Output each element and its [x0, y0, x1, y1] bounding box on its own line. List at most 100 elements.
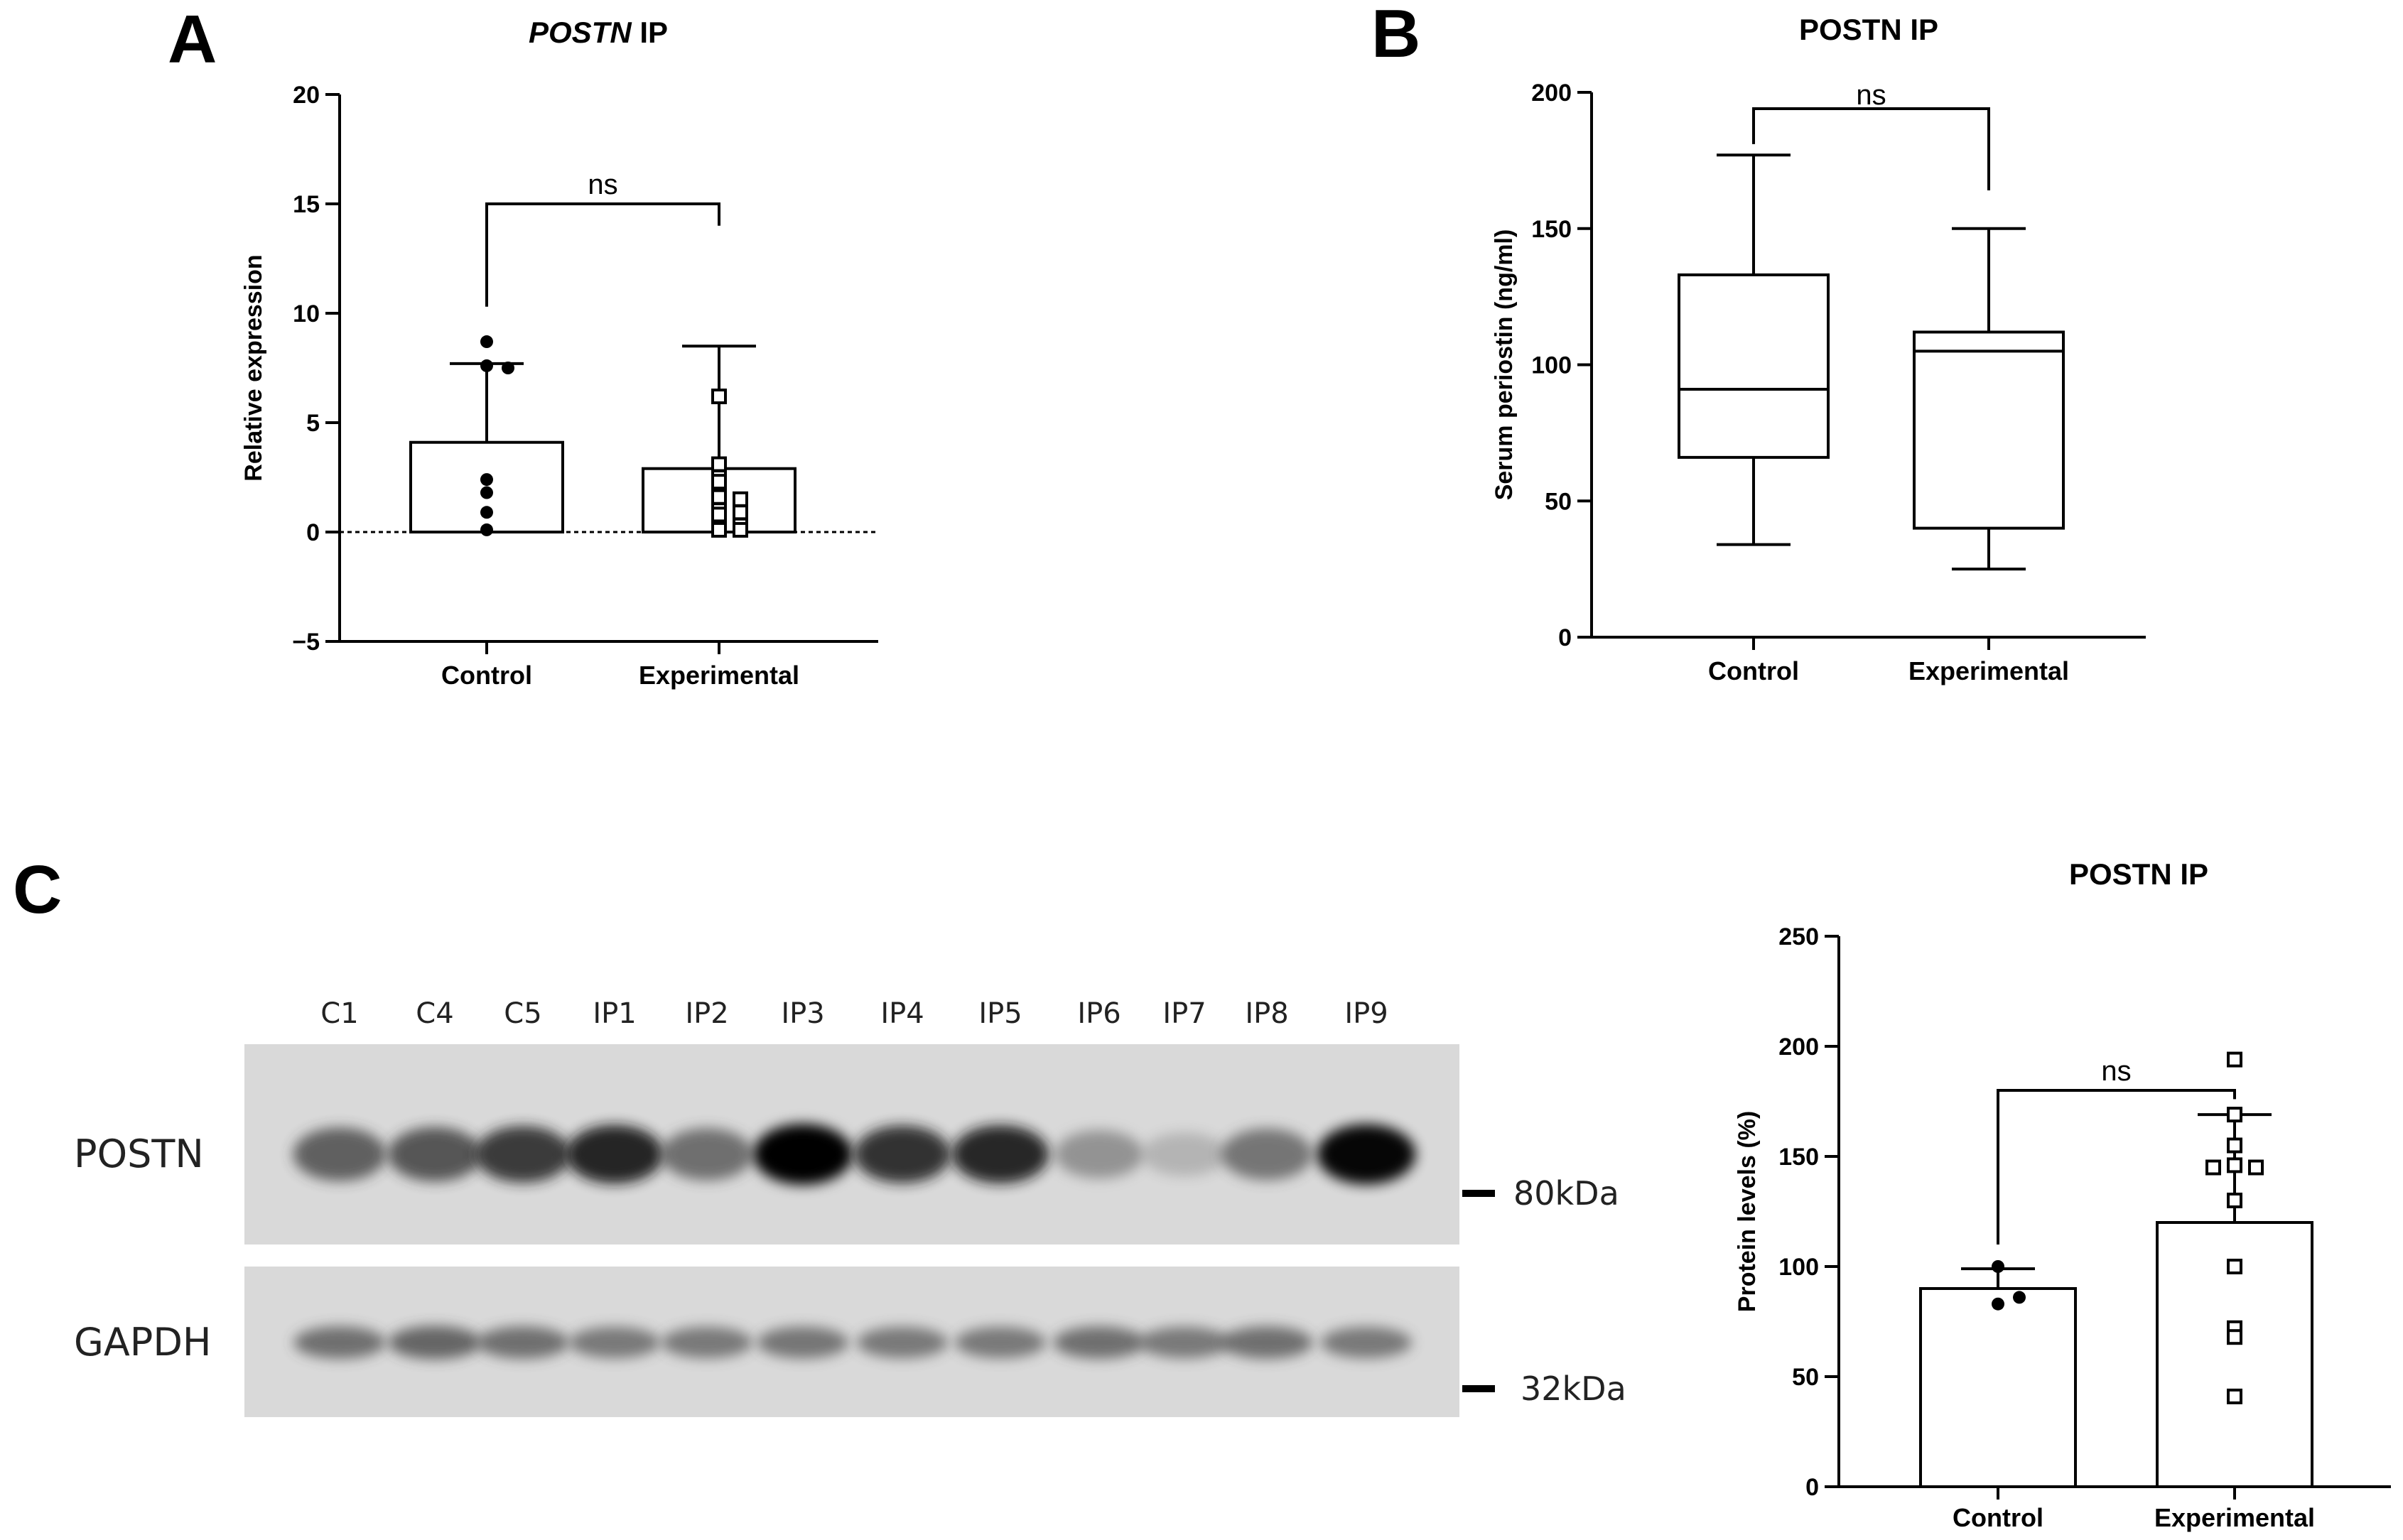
lane-label-ip6: IP6	[1077, 997, 1120, 1030]
panel-a-point	[711, 506, 727, 523]
blot-band-postn-ip8	[1221, 1128, 1313, 1181]
panel-a-point	[711, 389, 727, 405]
blot-band-gapdh-ip9	[1321, 1327, 1412, 1358]
panel-a-point	[711, 521, 727, 538]
lane-label-ip9: IP9	[1344, 997, 1388, 1030]
blot-band-postn-ip6	[1054, 1130, 1144, 1178]
panel-a-y-tick-label: 15	[293, 191, 320, 218]
panel-c-point	[2227, 1259, 2242, 1274]
panel-b-letter: B	[1371, 0, 1420, 72]
panel-c-significance-bracket	[1997, 1089, 2236, 1245]
blot-band-postn-ip4	[854, 1125, 951, 1183]
panel-a-point	[733, 504, 748, 521]
blot-band-gapdh-ip6	[1053, 1326, 1145, 1359]
lane-label-ip4: IP4	[880, 997, 924, 1030]
blot-row-label-postn: POSTN	[74, 1132, 204, 1176]
panel-b-significance-label: ns	[1856, 80, 1886, 111]
panel-a-y-tick-label: −5	[292, 629, 320, 656]
panel-a-y-axis-label: Relative expression	[240, 254, 267, 481]
panel-a-point	[480, 359, 493, 372]
panel-a-point	[480, 335, 493, 349]
blot-band-gapdh-ip3	[757, 1326, 849, 1359]
panel-c-letter: C	[13, 852, 62, 928]
panel-c-plot: 0 50 100 150 200 250 Protein levels (%) Control…	[1734, 923, 2391, 1532]
panel-b-x-tick-label: Experimental	[1908, 656, 2069, 685]
panel-c-point	[2227, 1329, 2242, 1345]
panel-b-y-tick-label: 100	[1531, 352, 1572, 379]
blot-band-postn-ip1	[566, 1124, 664, 1184]
blot-band-gapdh-c5	[477, 1326, 569, 1359]
western-blot: C1 C4 C5 IP1 IP2 IP3 IP4 IP5 IP6 IP7 IP8 IP9 POSTN 80…	[74, 997, 1626, 1417]
blot-row-label-gapdh: GAPDH	[74, 1320, 212, 1365]
panel-c-point	[1992, 1297, 2004, 1311]
panel-a-y-tick-label: 0	[306, 519, 320, 546]
blot-band-postn-ip3	[753, 1124, 853, 1185]
blot-band-gapdh-ip2	[662, 1327, 752, 1358]
lane-label-c5: C5	[504, 997, 541, 1030]
lane-label-c4: C4	[416, 997, 453, 1030]
blot-band-gapdh-c4	[388, 1325, 482, 1360]
panel-c-point	[2227, 1137, 2242, 1154]
blot-band-gapdh-c1	[293, 1326, 386, 1359]
panel-c-y-tick-label: 100	[1778, 1254, 1819, 1281]
lane-label-ip7: IP7	[1162, 997, 1206, 1030]
lane-label-c1: C1	[320, 997, 358, 1030]
panel-a-title-gene: POSTN	[529, 16, 632, 49]
panel-c-y-tick-label: 0	[1805, 1474, 1819, 1501]
panel-b-title: POSTN IP	[1799, 13, 1938, 46]
panel-a-y-tick-label: 10	[293, 300, 320, 327]
panel-b-significance-bracket	[1752, 107, 1990, 191]
panel-a-significance-bracket	[485, 202, 720, 307]
panel-a-plot: −5 0 5 10 15 20 Relative expression Control Expe…	[240, 82, 878, 690]
panel-a-significance-label: ns	[588, 169, 617, 200]
panel-c-x-tick-label: Control	[1953, 1503, 2043, 1532]
panel-a-y-tick-label: 20	[293, 82, 320, 109]
panel-a-point	[480, 523, 493, 536]
blot-band-postn-c5	[475, 1126, 571, 1183]
blot-band-postn-c4	[388, 1127, 482, 1182]
panel-c-bar-control	[1919, 1287, 2077, 1488]
panel-a-point	[711, 456, 727, 472]
panel-b-box-experimental	[1913, 330, 2065, 530]
panel-c-y-tick-label: 250	[1778, 923, 1819, 950]
panel-a-point	[711, 489, 727, 505]
lane-label-ip3: IP3	[781, 997, 824, 1030]
lane-label-ip2: IP2	[685, 997, 728, 1030]
panel-c-point	[2205, 1159, 2221, 1176]
panel-a-point	[480, 486, 493, 499]
lane-label-ip8: IP8	[1245, 997, 1288, 1030]
panel-c-point	[2227, 1193, 2242, 1208]
blot-band-gapdh-ip7	[1139, 1327, 1230, 1358]
panel-b-plot: 0 50 100 150 200 Serum periostin (ng/ml) Contr…	[1491, 80, 2146, 685]
blot-size-marker-80kda: 80kDa	[1513, 1174, 1619, 1213]
panel-c-chart-title: POSTN IP	[2069, 857, 2208, 891]
panel-c-point	[2227, 1388, 2242, 1404]
panel-a-point	[480, 473, 493, 487]
panel-c-point	[2227, 1107, 2242, 1123]
lane-label-ip5: IP5	[978, 997, 1022, 1030]
blot-band-postn-ip7	[1142, 1132, 1227, 1176]
panel-a-letter: A	[168, 1, 217, 77]
blot-band-gapdh-ip8	[1221, 1326, 1313, 1359]
panel-b-y-axis-label: Serum periostin (ng/ml)	[1491, 229, 1518, 501]
panel-a-y-tick-label: 5	[306, 410, 320, 437]
panel-a-point	[480, 506, 493, 519]
panel-a-x-tick-label: Control	[441, 661, 532, 690]
blot-band-postn-ip2	[661, 1128, 753, 1181]
panel-a-title-suffix: IP	[632, 16, 668, 49]
blot-band-gapdh-ip5	[955, 1327, 1046, 1358]
panel-b-y-tick-label: 150	[1531, 216, 1572, 243]
panel-c-point	[2227, 1157, 2242, 1173]
panel-a-x-tick-label: Experimental	[639, 661, 799, 690]
panel-c-y-tick-label: 50	[1792, 1364, 1819, 1391]
blot-size-marker-32kda: 32kDa	[1521, 1370, 1626, 1408]
blot-band-postn-c1	[293, 1127, 387, 1181]
panel-b-y-tick-label: 0	[1558, 624, 1572, 651]
panel-a-point	[711, 474, 727, 490]
blot-band-postn-ip5	[951, 1124, 1049, 1184]
lane-label-ip1: IP1	[593, 997, 636, 1030]
panel-c-x-tick-label: Experimental	[2154, 1503, 2315, 1532]
panel-a-point	[733, 521, 748, 538]
panel-b-y-tick-label: 200	[1531, 80, 1572, 107]
